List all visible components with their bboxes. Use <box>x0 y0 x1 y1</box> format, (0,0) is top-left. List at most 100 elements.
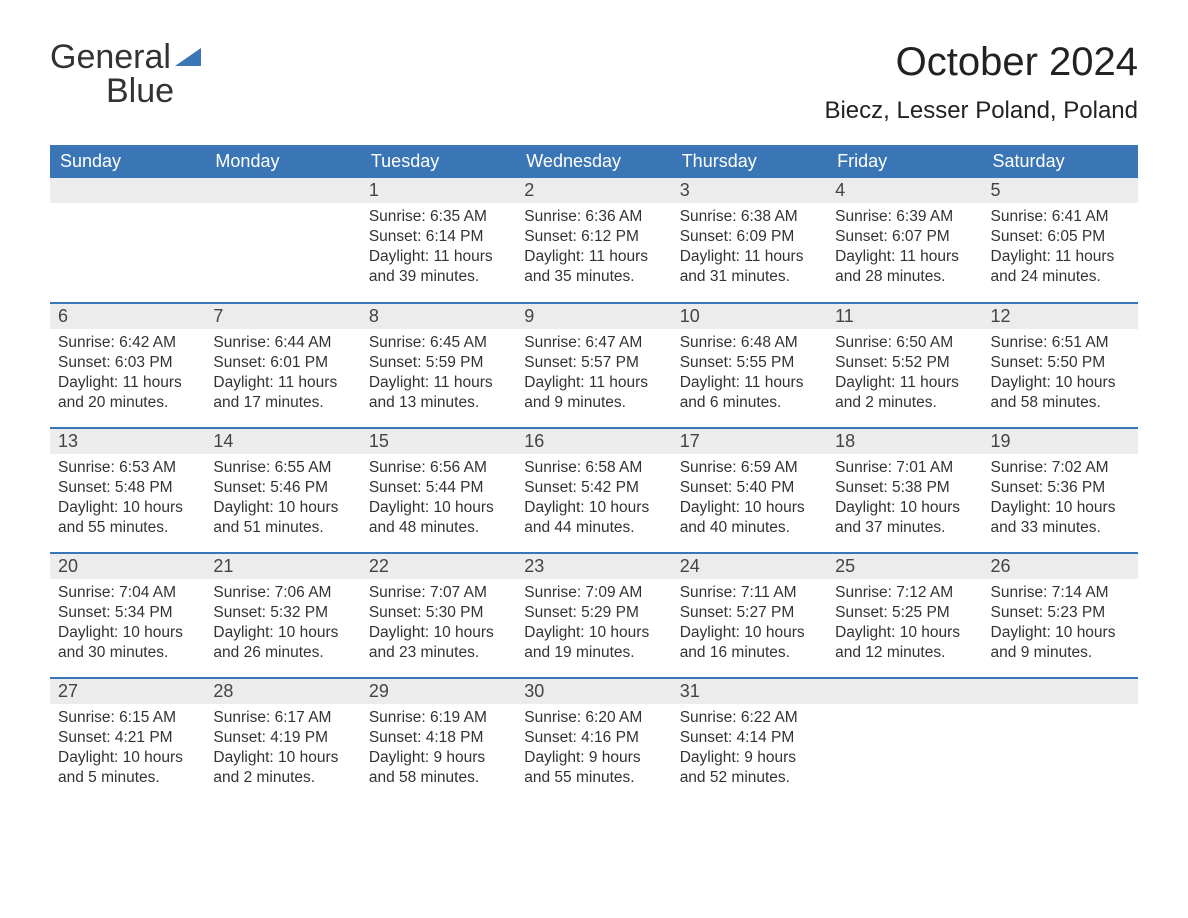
day1-line: Daylight: 10 hours <box>213 623 352 643</box>
weekday-header: Saturday <box>983 145 1138 178</box>
day-number <box>827 679 982 704</box>
day-body: Sunrise: 6:20 AMSunset: 4:16 PMDaylight:… <box>516 704 671 799</box>
sunrise-line: Sunrise: 6:45 AM <box>369 333 508 353</box>
day1-line: Daylight: 11 hours <box>524 247 663 267</box>
day-number: 20 <box>50 554 205 579</box>
day2-line: and 28 minutes. <box>835 267 974 287</box>
day-number: 4 <box>827 178 982 203</box>
sunset-line: Sunset: 5:46 PM <box>213 478 352 498</box>
sunrise-line: Sunrise: 6:41 AM <box>991 207 1130 227</box>
day-body: Sunrise: 7:06 AMSunset: 5:32 PMDaylight:… <box>205 579 360 674</box>
day-number <box>205 178 360 203</box>
sunrise-line: Sunrise: 7:01 AM <box>835 458 974 478</box>
day-body: Sunrise: 6:42 AMSunset: 6:03 PMDaylight:… <box>50 329 205 424</box>
day2-line: and 23 minutes. <box>369 643 508 663</box>
day1-line: Daylight: 10 hours <box>835 498 974 518</box>
day1-line: Daylight: 11 hours <box>369 247 508 267</box>
day-number: 14 <box>205 429 360 454</box>
calendar-cell <box>50 178 205 303</box>
sunset-line: Sunset: 5:25 PM <box>835 603 974 623</box>
calendar-cell: 5Sunrise: 6:41 AMSunset: 6:05 PMDaylight… <box>983 178 1138 303</box>
day2-line: and 5 minutes. <box>58 768 197 788</box>
day2-line: and 37 minutes. <box>835 518 974 538</box>
calendar-cell: 28Sunrise: 6:17 AMSunset: 4:19 PMDayligh… <box>205 678 360 803</box>
calendar-cell: 19Sunrise: 7:02 AMSunset: 5:36 PMDayligh… <box>983 428 1138 553</box>
calendar-cell: 20Sunrise: 7:04 AMSunset: 5:34 PMDayligh… <box>50 553 205 678</box>
day-number: 31 <box>672 679 827 704</box>
day-body: Sunrise: 6:22 AMSunset: 4:14 PMDaylight:… <box>672 704 827 799</box>
day-body: Sunrise: 6:35 AMSunset: 6:14 PMDaylight:… <box>361 203 516 298</box>
day-body: Sunrise: 7:09 AMSunset: 5:29 PMDaylight:… <box>516 579 671 674</box>
sunset-line: Sunset: 6:09 PM <box>680 227 819 247</box>
sunset-line: Sunset: 5:23 PM <box>991 603 1130 623</box>
calendar-cell: 3Sunrise: 6:38 AMSunset: 6:09 PMDaylight… <box>672 178 827 303</box>
calendar-cell: 4Sunrise: 6:39 AMSunset: 6:07 PMDaylight… <box>827 178 982 303</box>
calendar-cell: 14Sunrise: 6:55 AMSunset: 5:46 PMDayligh… <box>205 428 360 553</box>
day1-line: Daylight: 10 hours <box>213 748 352 768</box>
day-body: Sunrise: 6:38 AMSunset: 6:09 PMDaylight:… <box>672 203 827 298</box>
day-number: 8 <box>361 304 516 329</box>
day2-line: and 19 minutes. <box>524 643 663 663</box>
title-block: October 2024 Biecz, Lesser Poland, Polan… <box>824 40 1138 125</box>
day-number: 5 <box>983 178 1138 203</box>
sunrise-line: Sunrise: 6:59 AM <box>680 458 819 478</box>
sunset-line: Sunset: 5:36 PM <box>991 478 1130 498</box>
day2-line: and 9 minutes. <box>524 393 663 413</box>
day-number: 6 <box>50 304 205 329</box>
sunrise-line: Sunrise: 6:36 AM <box>524 207 663 227</box>
calendar-cell: 23Sunrise: 7:09 AMSunset: 5:29 PMDayligh… <box>516 553 671 678</box>
day-number: 12 <box>983 304 1138 329</box>
calendar-cell: 18Sunrise: 7:01 AMSunset: 5:38 PMDayligh… <box>827 428 982 553</box>
sunset-line: Sunset: 5:29 PM <box>524 603 663 623</box>
day1-line: Daylight: 10 hours <box>524 623 663 643</box>
day-body: Sunrise: 6:51 AMSunset: 5:50 PMDaylight:… <box>983 329 1138 424</box>
sunset-line: Sunset: 5:44 PM <box>369 478 508 498</box>
day2-line: and 12 minutes. <box>835 643 974 663</box>
day-body: Sunrise: 7:01 AMSunset: 5:38 PMDaylight:… <box>827 454 982 549</box>
day-number: 29 <box>361 679 516 704</box>
sunrise-line: Sunrise: 6:44 AM <box>213 333 352 353</box>
calendar-cell: 16Sunrise: 6:58 AMSunset: 5:42 PMDayligh… <box>516 428 671 553</box>
weekday-header: Monday <box>205 145 360 178</box>
day1-line: Daylight: 11 hours <box>835 247 974 267</box>
calendar-table: Sunday Monday Tuesday Wednesday Thursday… <box>50 145 1138 803</box>
day1-line: Daylight: 9 hours <box>680 748 819 768</box>
sunset-line: Sunset: 6:07 PM <box>835 227 974 247</box>
day-number: 13 <box>50 429 205 454</box>
sunset-line: Sunset: 5:59 PM <box>369 353 508 373</box>
sunrise-line: Sunrise: 7:02 AM <box>991 458 1130 478</box>
sunset-line: Sunset: 6:01 PM <box>213 353 352 373</box>
calendar-cell: 8Sunrise: 6:45 AMSunset: 5:59 PMDaylight… <box>361 303 516 428</box>
day-body: Sunrise: 6:47 AMSunset: 5:57 PMDaylight:… <box>516 329 671 424</box>
day-number: 28 <box>205 679 360 704</box>
calendar-cell: 27Sunrise: 6:15 AMSunset: 4:21 PMDayligh… <box>50 678 205 803</box>
sunset-line: Sunset: 5:32 PM <box>213 603 352 623</box>
sunrise-line: Sunrise: 6:19 AM <box>369 708 508 728</box>
day-body: Sunrise: 6:19 AMSunset: 4:18 PMDaylight:… <box>361 704 516 799</box>
calendar-cell: 6Sunrise: 6:42 AMSunset: 6:03 PMDaylight… <box>50 303 205 428</box>
sunset-line: Sunset: 6:12 PM <box>524 227 663 247</box>
calendar-cell: 10Sunrise: 6:48 AMSunset: 5:55 PMDayligh… <box>672 303 827 428</box>
calendar-row: 1Sunrise: 6:35 AMSunset: 6:14 PMDaylight… <box>50 178 1138 303</box>
calendar-cell: 31Sunrise: 6:22 AMSunset: 4:14 PMDayligh… <box>672 678 827 803</box>
calendar-cell: 1Sunrise: 6:35 AMSunset: 6:14 PMDaylight… <box>361 178 516 303</box>
day-number: 17 <box>672 429 827 454</box>
calendar-cell: 7Sunrise: 6:44 AMSunset: 6:01 PMDaylight… <box>205 303 360 428</box>
sunset-line: Sunset: 5:55 PM <box>680 353 819 373</box>
sunrise-line: Sunrise: 6:56 AM <box>369 458 508 478</box>
sunrise-line: Sunrise: 7:06 AM <box>213 583 352 603</box>
calendar-cell <box>827 678 982 803</box>
day-number: 24 <box>672 554 827 579</box>
day2-line: and 55 minutes. <box>58 518 197 538</box>
sunrise-line: Sunrise: 7:14 AM <box>991 583 1130 603</box>
day-body: Sunrise: 6:44 AMSunset: 6:01 PMDaylight:… <box>205 329 360 424</box>
sunset-line: Sunset: 6:14 PM <box>369 227 508 247</box>
sunrise-line: Sunrise: 6:20 AM <box>524 708 663 728</box>
day-number: 2 <box>516 178 671 203</box>
day-body: Sunrise: 6:53 AMSunset: 5:48 PMDaylight:… <box>50 454 205 549</box>
day2-line: and 24 minutes. <box>991 267 1130 287</box>
day-body: Sunrise: 7:12 AMSunset: 5:25 PMDaylight:… <box>827 579 982 674</box>
day1-line: Daylight: 9 hours <box>369 748 508 768</box>
day-number: 26 <box>983 554 1138 579</box>
day-body: Sunrise: 6:39 AMSunset: 6:07 PMDaylight:… <box>827 203 982 298</box>
